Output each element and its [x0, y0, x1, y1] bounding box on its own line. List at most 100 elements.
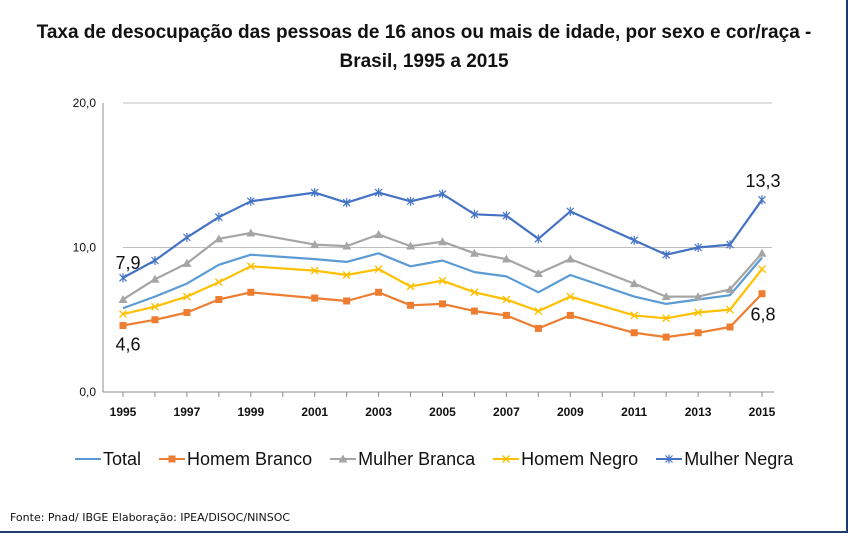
data-point: [310, 266, 319, 275]
data-point: [374, 265, 383, 274]
x-tick-label: 2009: [557, 405, 584, 419]
data-point: [407, 301, 415, 309]
data-point: [630, 311, 639, 320]
axes: 20,0 10,0 0,0 1995 1997 1999 2001 2003 2005 2007 2…: [73, 96, 776, 419]
data-point: [565, 254, 575, 263]
data-point: [470, 288, 479, 297]
data-point: [534, 307, 543, 316]
data-point: [470, 307, 478, 315]
series-line: [122, 252, 763, 310]
data-point: [182, 232, 191, 242]
data-point: [470, 209, 479, 219]
legend-key-icon: [159, 455, 186, 463]
data-point: [342, 198, 351, 208]
legend-label: Mulher Branca: [358, 448, 476, 469]
legend-item-mulher-negra: Mulher Negra: [656, 449, 793, 470]
data-point: [725, 284, 735, 293]
data-point: [758, 290, 766, 298]
x-tick-label: 2015: [749, 405, 776, 419]
data-point: [119, 322, 127, 330]
y-tick-label: 10,0: [73, 241, 97, 255]
data-point: [406, 282, 415, 291]
series-mulher-branca: [118, 228, 767, 304]
series-total: [122, 252, 763, 310]
source-note: Fonte: Pnad/ IBGE Elaboração: IPEA/DISOC…: [10, 511, 291, 524]
data-point: [246, 196, 255, 206]
legend-label: Homem Branco: [187, 448, 313, 469]
data-point: [311, 294, 319, 302]
data-point: [338, 454, 348, 463]
data-point: [502, 211, 511, 221]
data-point: [534, 234, 543, 244]
data-label: 13,3: [745, 171, 780, 191]
data-point: [501, 254, 511, 263]
data-point: [215, 296, 223, 304]
data-point: [310, 188, 319, 198]
series-mulher-negra: [119, 188, 766, 283]
data-label: 7,9: [115, 253, 140, 273]
x-tick-label: 2013: [685, 405, 712, 419]
chart-title: Taxa de desocupação das pessoas de 16 an…: [36, 22, 812, 72]
data-point: [168, 455, 176, 463]
data-point: [533, 269, 543, 278]
data-point: [247, 288, 255, 296]
data-point: [662, 314, 671, 323]
series-homem-branco: [119, 288, 766, 341]
data-point: [119, 309, 127, 318]
data-point: [310, 240, 320, 249]
data-point: [662, 333, 670, 341]
x-tick-label: 2005: [429, 405, 456, 419]
data-point: [342, 270, 351, 279]
x-tick-label: 2003: [365, 405, 392, 419]
data-point: [406, 241, 416, 250]
data-point: [342, 241, 352, 250]
data-point: [661, 292, 671, 301]
data-point: [182, 292, 191, 301]
data-point: [214, 278, 223, 287]
legend-label: Total: [103, 448, 142, 469]
legend-label: Homem Negro: [521, 448, 639, 469]
data-point: [119, 273, 127, 283]
data-point: [693, 292, 703, 301]
data-point: [118, 295, 128, 304]
data-point: [629, 279, 639, 288]
data-point: [502, 455, 511, 463]
annotation-group: 7,9 4,6 13,3 6,8: [115, 171, 780, 355]
data-point: [630, 235, 639, 245]
data-point: [374, 188, 383, 198]
legend-key-icon: [493, 455, 520, 463]
series-homem-negro: [119, 262, 766, 323]
data-point: [694, 243, 703, 252]
x-tick-label: 1995: [110, 405, 137, 419]
data-point: [566, 292, 575, 301]
data-label: 4,6: [115, 335, 140, 355]
data-point: [662, 250, 671, 260]
data-point: [439, 300, 446, 308]
chart-legend: Total Homem Branco Mulher Branca Homem Negr…: [75, 447, 793, 471]
data-point: [374, 229, 384, 238]
data-point: [182, 258, 192, 267]
x-tick-label: 1997: [174, 405, 201, 419]
data-point: [150, 302, 159, 311]
data-point: [438, 237, 447, 246]
data-point: [246, 228, 256, 237]
data-point: [375, 288, 383, 296]
data-point: [438, 189, 447, 199]
y-tick-label: 20,0: [73, 96, 97, 110]
x-tick-label: 1999: [237, 405, 264, 419]
data-point: [502, 295, 511, 304]
data-point: [469, 248, 479, 257]
x-tick-label: 2001: [301, 405, 328, 419]
data-label: 6,8: [750, 305, 775, 325]
data-point: [183, 309, 191, 317]
data-point: [665, 454, 674, 464]
legend-item-total: Total: [75, 449, 141, 470]
legend-item-homem-negro: Homem Negro: [493, 449, 638, 470]
data-point: [151, 316, 159, 324]
data-point: [214, 212, 223, 222]
data-point: [534, 324, 542, 332]
series-group: [118, 188, 767, 341]
data-point: [246, 262, 255, 271]
data-point: [758, 265, 766, 274]
x-tick-label: 2007: [493, 405, 520, 419]
